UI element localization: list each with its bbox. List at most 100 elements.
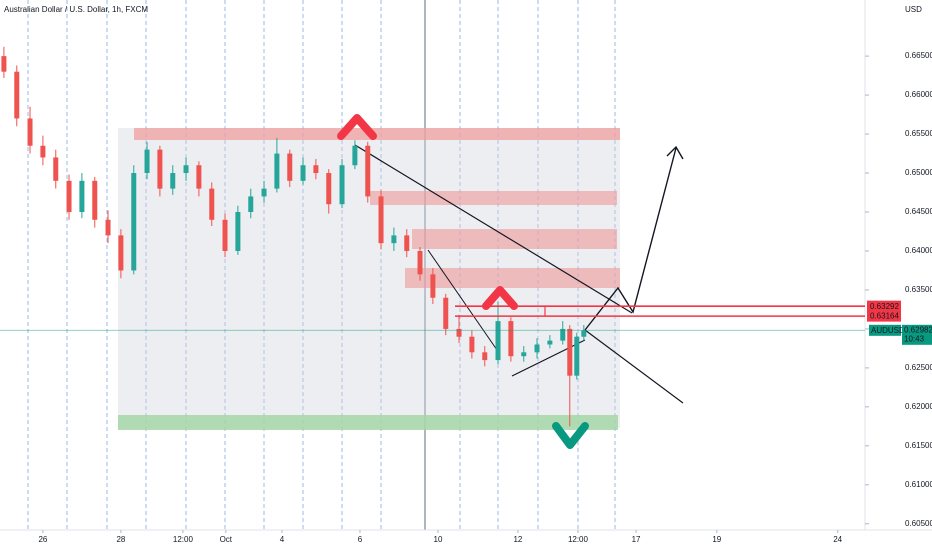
- projection-path: [584, 147, 677, 331]
- candle-body: [352, 145, 358, 166]
- candle-body: [378, 196, 384, 244]
- arrow-head: [666, 145, 684, 160]
- y-tick-label: 0.65500: [905, 129, 932, 138]
- trend-line: [354, 144, 633, 314]
- candle-body: [274, 153, 280, 189]
- candle-body: [131, 173, 137, 271]
- candle-body: [495, 321, 501, 361]
- x-tick-label: 17: [632, 535, 641, 544]
- trend-line: [511, 339, 586, 377]
- candle-body: [521, 352, 527, 357]
- candle-body: [326, 173, 332, 205]
- y-tick-label: 0.64000: [905, 246, 932, 255]
- candle-body: [560, 328, 566, 341]
- candle-body: [404, 235, 410, 251]
- candle-body: [144, 149, 150, 174]
- y-tick-label: 0.65000: [905, 168, 932, 177]
- down-chevron: [552, 422, 589, 449]
- x-tick-label: 12: [513, 535, 522, 544]
- resistance-zone: [134, 128, 620, 140]
- y-tick-label: 0.60500: [905, 519, 932, 528]
- x-tick-label: 6: [358, 535, 363, 544]
- resistance-zone: [405, 268, 620, 288]
- symbol-label: AUDUSD: [871, 326, 905, 335]
- candle-body: [53, 157, 59, 181]
- y-tick-label: 0.62000: [905, 402, 932, 411]
- session-breaks: [27, 0, 616, 530]
- support-zone: [118, 415, 618, 430]
- level-label: 0.63292: [870, 302, 899, 311]
- y-tick-label: 0.62500: [905, 363, 932, 372]
- candle-body: [222, 219, 228, 251]
- candle-body: [196, 165, 202, 189]
- candle-body: [157, 149, 163, 189]
- x-tick-label: 12:00: [568, 535, 589, 544]
- candle-body: [443, 297, 449, 329]
- y-tick-label: 0.66000: [905, 90, 932, 99]
- candle-body: [27, 118, 33, 146]
- candle-body: [417, 250, 423, 275]
- resistance-zone: [370, 191, 617, 205]
- candle-body: [482, 352, 488, 361]
- candle-body: [40, 145, 46, 158]
- up-chevron: [482, 286, 518, 310]
- level-tag: [867, 300, 901, 312]
- countdown-label: 10:43: [904, 334, 925, 343]
- candle-body: [534, 344, 540, 353]
- y-tick-label: 0.66500: [905, 51, 932, 60]
- candle-body: [183, 165, 189, 174]
- candle-body: [456, 328, 462, 337]
- candle-body: [66, 180, 72, 212]
- y-tick-label: 0.64500: [905, 207, 932, 216]
- trend-line: [427, 249, 498, 351]
- candle-body: [261, 188, 267, 197]
- projection-line: [584, 329, 684, 404]
- symbol-tag: [869, 324, 901, 336]
- x-tick-label: 4: [280, 535, 285, 544]
- candle-body: [79, 180, 85, 212]
- candle-body: [469, 336, 475, 353]
- candle-body: [1, 56, 7, 72]
- drawings: [118, 114, 684, 449]
- candle-body: [339, 165, 345, 205]
- candle-body: [300, 165, 306, 181]
- x-tick-label: 10: [434, 535, 443, 544]
- candle-body: [14, 71, 20, 119]
- last-price-label: 0.62982: [904, 325, 932, 334]
- y-tick-label: 0.61500: [905, 441, 932, 450]
- candle-body: [574, 336, 580, 376]
- resistance-zone: [412, 229, 617, 249]
- plot: [1, 46, 587, 427]
- x-tick-label: 19: [712, 535, 721, 544]
- last-price-tag: [902, 324, 932, 345]
- x-tick-label: Oct: [220, 535, 233, 544]
- up-chevron: [337, 114, 377, 140]
- candle-body: [209, 188, 215, 220]
- candle-body: [248, 196, 254, 212]
- candle-body: [567, 328, 573, 376]
- candle-body: [287, 153, 293, 181]
- candle-body: [547, 340, 553, 345]
- chart-title: Australian Dollar / U.S. Dollar, 1h, FXC…: [4, 5, 148, 14]
- candle-body: [170, 173, 176, 189]
- candle-body: [313, 165, 319, 174]
- candle-body: [430, 274, 436, 298]
- currency-label: USD: [905, 5, 922, 14]
- candle-body: [365, 145, 371, 197]
- level-label: 0.63164: [870, 312, 899, 321]
- y-tick-label: 0.61000: [905, 480, 932, 489]
- x-tick-label: 28: [116, 535, 125, 544]
- y-tick-label: 0.63500: [905, 285, 932, 294]
- candle-body: [508, 321, 514, 357]
- candle-body: [118, 235, 124, 271]
- candle-body: [391, 235, 397, 244]
- level-tag: [867, 310, 901, 322]
- candle-body: [235, 212, 241, 251]
- candle-body: [92, 180, 98, 220]
- candle-body: [581, 330, 587, 337]
- x-tick-label: 24: [833, 535, 842, 544]
- x-tick-label: 26: [38, 535, 47, 544]
- x-tick-label: 12:00: [173, 535, 194, 544]
- candle-body: [105, 219, 111, 236]
